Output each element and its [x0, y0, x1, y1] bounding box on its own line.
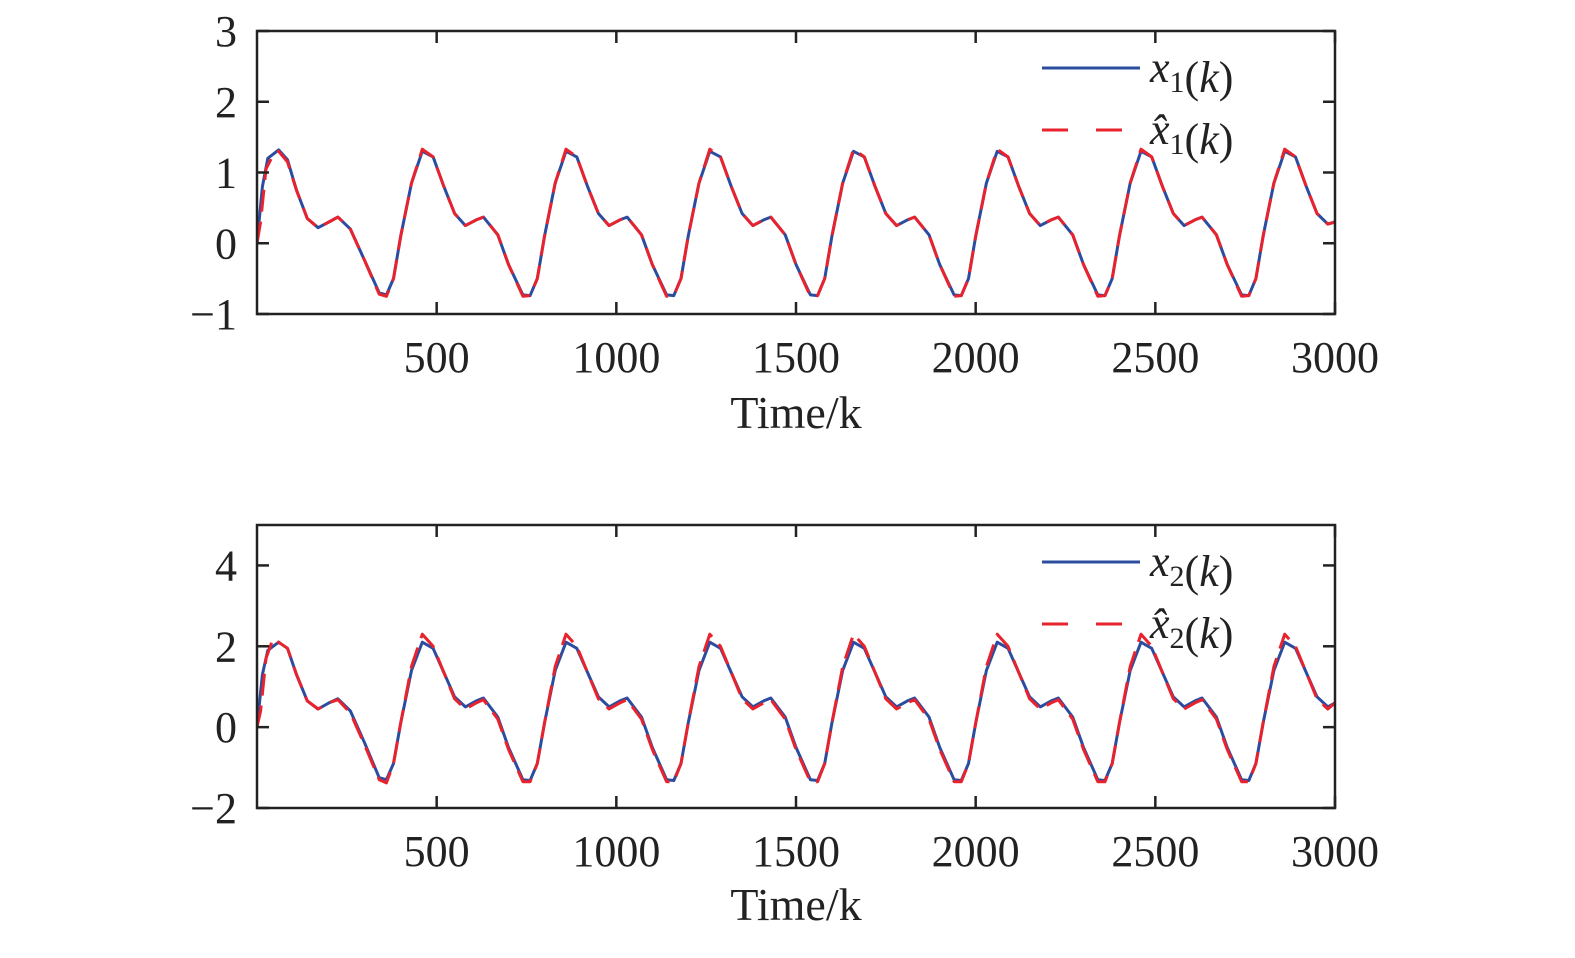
- legend-label-2: x̂1(k): [1149, 105, 1233, 164]
- series-line-1-2: [257, 147, 1335, 298]
- y-tick-label: −1: [190, 290, 237, 339]
- legend-k: k: [1199, 115, 1220, 164]
- legend-var: x̂: [1149, 599, 1170, 648]
- legend-paren-close: ): [1219, 609, 1234, 658]
- legend-var: x̂: [1149, 105, 1170, 154]
- chart-panel-1: 500 1000 1500 2000 2500 3000−10123Time/kx1(k)…: [190, 7, 1379, 438]
- x-tick-label: 500: [404, 333, 470, 382]
- y-tick-label: 0: [215, 219, 237, 268]
- x-axis-title: Time/k: [730, 387, 861, 438]
- legend-label-2: x̂2(k): [1149, 599, 1233, 658]
- y-tick-label: 0: [215, 703, 237, 752]
- x-tick-label: 1500: [752, 333, 840, 382]
- series-line-2-1: [257, 640, 1335, 782]
- y-tick-label: 1: [215, 149, 237, 198]
- legend-label-1: x1(k): [1149, 43, 1233, 102]
- legend-paren-close: ): [1219, 53, 1234, 102]
- x-tick-label: 2500: [1111, 333, 1199, 382]
- x-tick-label: 3000: [1291, 333, 1379, 382]
- legend-subscript: 1: [1170, 66, 1185, 99]
- chart-panel-2: 500 1000 1500 2000 2500 3000−2024Time/kx2(k)x…: [190, 523, 1379, 930]
- legend-var: x: [1149, 43, 1170, 92]
- legend-k: k: [1199, 547, 1220, 596]
- legend-subscript: 2: [1170, 560, 1185, 593]
- y-tick-label: 3: [215, 7, 237, 56]
- x-tick-label: 1000: [572, 333, 660, 382]
- x-tick-label: 2000: [932, 827, 1020, 876]
- series-line-1-1: [257, 148, 1335, 298]
- legend-paren-open: (: [1185, 547, 1200, 596]
- legend-paren-open: (: [1185, 53, 1200, 102]
- legend-subscript: 1: [1170, 128, 1185, 161]
- x-tick-label: 1500: [752, 827, 840, 876]
- x-tick-label: 3000: [1291, 827, 1379, 876]
- x-tick-label: 500: [404, 827, 470, 876]
- legend-paren-close: ): [1219, 115, 1234, 164]
- legend-paren-close: ): [1219, 547, 1234, 596]
- legend-var: x: [1149, 537, 1170, 586]
- legend-subscript: 2: [1170, 622, 1185, 655]
- legend-label-1: x2(k): [1149, 537, 1233, 596]
- y-tick-label: 4: [215, 541, 237, 590]
- legend-paren-open: (: [1185, 115, 1200, 164]
- y-tick-label: 2: [215, 622, 237, 671]
- x-tick-label: 2000: [932, 333, 1020, 382]
- legend: x2(k)x̂2(k): [1042, 537, 1233, 658]
- legend: x1(k)x̂1(k): [1042, 43, 1233, 164]
- legend-paren-open: (: [1185, 609, 1200, 658]
- y-tick-label: 2: [215, 78, 237, 127]
- x-tick-label: 1000: [572, 827, 660, 876]
- x-axis-title: Time/k: [730, 879, 861, 930]
- legend-k: k: [1199, 53, 1220, 102]
- legend-k: k: [1199, 609, 1220, 658]
- x-tick-label: 2500: [1111, 827, 1199, 876]
- series-line-2-2: [257, 632, 1335, 785]
- y-tick-label: −2: [190, 784, 237, 833]
